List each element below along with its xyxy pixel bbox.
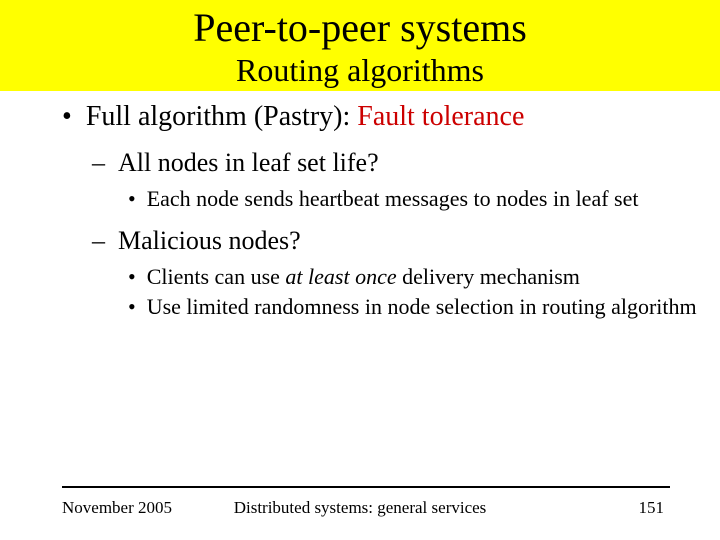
bullet-text-post: delivery mechanism [397,264,580,289]
bullet-level2: – Malicious nodes? [62,224,702,258]
bullet-text: Each node sends heartbeat messages to no… [147,186,639,211]
bullet-text-pre: Clients can use [147,264,286,289]
bullet-text: Full algorithm (Pastry): [86,101,357,132]
bullet-level2: – All nodes in leaf set life? [62,146,702,180]
slide-title: Peer-to-peer systems [0,6,720,50]
title-band: Peer-to-peer systems Routing algorithms [0,0,720,91]
footer: November 2005 Distributed systems: gener… [0,498,720,518]
bullet-highlight: Fault tolerance [357,101,524,132]
bullet-level1: • Full algorithm (Pastry): Fault toleran… [62,99,702,134]
slide: Peer-to-peer systems Routing algorithms … [0,0,720,540]
bullet-level3: • Clients can use at least once delivery… [62,264,702,290]
bullet-level3: • Use limited randomness in node selecti… [62,294,702,320]
content-area: • Full algorithm (Pastry): Fault toleran… [0,91,720,321]
footer-divider [62,486,670,488]
bullet-text-em: at least once [285,264,396,289]
footer-title: Distributed systems: general services [0,498,720,518]
bullet-text: Use limited randomness in node selection… [147,294,697,319]
bullet-text: Malicious nodes? [118,226,301,255]
slide-subtitle: Routing algorithms [0,52,720,89]
bullet-text: All nodes in leaf set life? [118,148,379,177]
bullet-level3: • Each node sends heartbeat messages to … [62,186,702,212]
